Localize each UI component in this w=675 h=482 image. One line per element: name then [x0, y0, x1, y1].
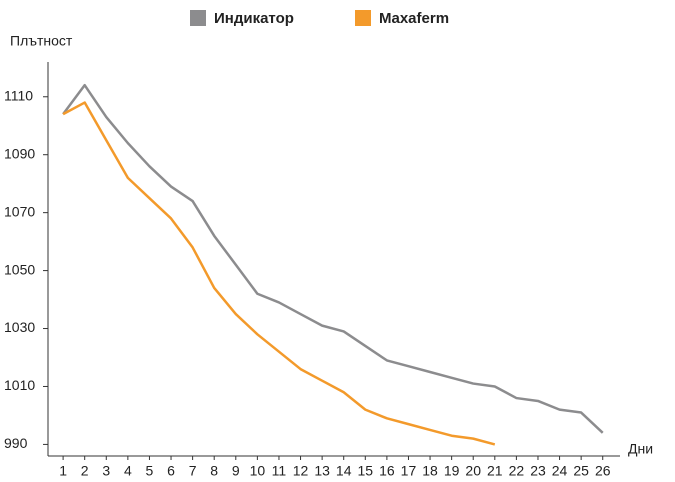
x-tick-label: 19 [444, 463, 460, 479]
y-axis-label: Плътност [10, 33, 73, 49]
y-tick-label: 990 [4, 435, 28, 451]
x-tick-label: 26 [595, 463, 611, 479]
x-tick-label: 4 [124, 463, 132, 479]
x-tick-label: 21 [487, 463, 503, 479]
x-tick-label: 11 [272, 463, 287, 479]
y-tick-label: 1090 [4, 145, 35, 161]
y-tick-label: 1110 [4, 87, 33, 103]
y-tick-label: 1030 [4, 319, 35, 335]
x-tick-label: 16 [379, 463, 395, 479]
y-tick-label: 1070 [4, 203, 35, 219]
x-tick-label: 22 [509, 463, 525, 479]
x-tick-label: 25 [573, 463, 589, 479]
x-tick-label: 3 [102, 463, 110, 479]
x-tick-label: 17 [401, 463, 417, 479]
x-tick-label: 23 [530, 463, 546, 479]
x-tick-label: 12 [293, 463, 309, 479]
series-line [62, 83, 604, 434]
x-tick-label: 18 [422, 463, 438, 479]
y-tick-label: 1050 [4, 261, 35, 277]
legend-swatch [355, 10, 371, 26]
x-axis-label: Дни [628, 441, 653, 457]
x-tick-label: 9 [232, 463, 240, 479]
y-tick-label: 1010 [4, 377, 35, 393]
x-tick-label: 8 [210, 463, 218, 479]
x-tick-label: 14 [336, 463, 352, 479]
x-tick-label: 24 [552, 463, 568, 479]
series-line [62, 101, 496, 446]
x-tick-label: 7 [189, 463, 197, 479]
x-tick-label: 6 [167, 463, 175, 479]
x-tick-label: 20 [465, 463, 481, 479]
x-tick-label: 15 [358, 463, 374, 479]
x-tick-label: 2 [81, 463, 89, 479]
x-tick-label: 10 [250, 463, 266, 479]
x-tick-label: 13 [314, 463, 330, 479]
x-tick-label: 5 [146, 463, 154, 479]
legend-label: Индикатор [214, 10, 294, 27]
legend-swatch [190, 10, 206, 26]
legend-label: Maxaferm [379, 10, 449, 27]
x-tick-label: 1 [59, 463, 67, 479]
